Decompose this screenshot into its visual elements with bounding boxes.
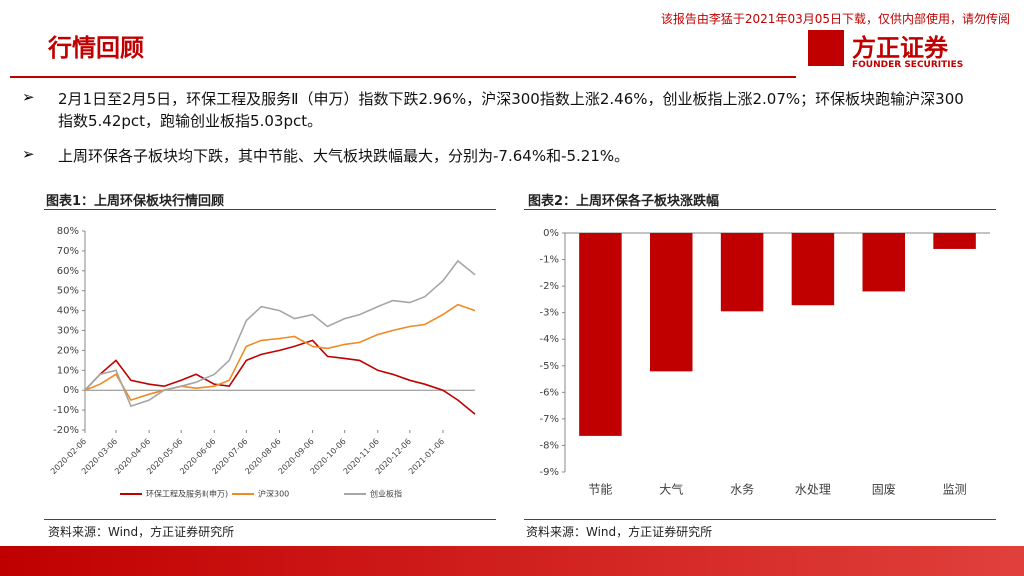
y-tick-label: 40% — [57, 306, 79, 317]
y-tick-label: -20% — [53, 425, 79, 436]
page-title: 行情回顾 — [48, 34, 144, 62]
chart-title: 图表2：上周环保各子板块涨跌幅 — [528, 194, 720, 209]
footer-band — [0, 546, 1024, 576]
x-tick-label: 大气 — [659, 482, 683, 497]
y-tick-label: 70% — [57, 246, 79, 257]
x-tick-label: 2021-01-06 — [407, 437, 446, 476]
y-tick-label: 0% — [63, 385, 79, 396]
bullet: 2月1日至2月5日，环保工程及服务Ⅱ（申万）指数下跌2.96%，沪深300指数上… — [58, 90, 964, 130]
bar — [650, 233, 693, 372]
y-tick-label: -8% — [540, 440, 559, 451]
y-tick-label: -1% — [540, 255, 559, 266]
charts: -20%-10%0%10%20%30%40%50%60%70%80%2020-0… — [49, 226, 990, 499]
series-line — [84, 259, 476, 408]
y-tick-label: 10% — [57, 365, 79, 376]
title-rule — [10, 76, 796, 78]
source: 资料来源：Wind，方正证券研究所 — [526, 525, 713, 539]
bar — [791, 233, 835, 306]
rule — [44, 519, 496, 520]
series-line — [84, 339, 476, 415]
x-tick-label: 节能 — [588, 483, 612, 497]
logo-mark — [808, 30, 844, 66]
bullet-marker: ➢ — [22, 145, 35, 163]
source: 资料来源：Wind，方正证券研究所 — [48, 525, 235, 539]
y-tick-label: -2% — [540, 281, 559, 292]
chart-title: 图表1：上周环保板块行情回顾 — [46, 194, 225, 209]
bullet: 上周环保各子板块均下跌，其中节能、大气板块跌幅最大，分别为-7.64%和-5.2… — [58, 147, 630, 165]
legend-label: 沪深300 — [258, 489, 289, 499]
y-tick-label: -6% — [540, 387, 559, 398]
y-tick-label: -7% — [540, 414, 559, 425]
logo-en: FOUNDER SECURITIES — [852, 60, 964, 70]
y-tick-label: -5% — [540, 361, 559, 372]
y-tick-label: -9% — [540, 467, 559, 478]
y-tick-label: 30% — [57, 326, 79, 337]
bar — [720, 233, 764, 312]
rule — [44, 209, 496, 210]
logo-text: 方正证券 — [852, 34, 948, 62]
y-tick-label: 0% — [543, 228, 559, 239]
rule — [524, 519, 996, 520]
y-tick-label: 60% — [57, 266, 79, 277]
series-line — [84, 303, 476, 402]
rule — [524, 209, 996, 210]
watermark: 该报告由李猛于2021年03月05日下载，仅供内部使用，请勿传阅 — [660, 12, 1010, 26]
x-tick-label: 水处理 — [795, 483, 831, 497]
x-tick-label: 水务 — [730, 482, 754, 497]
y-tick-label: 20% — [57, 345, 79, 356]
bar — [579, 233, 622, 436]
y-tick-label: -3% — [540, 308, 559, 319]
y-tick-label: 80% — [57, 226, 79, 237]
y-tick-label: 50% — [57, 286, 79, 297]
legend-label: 环保工程及服务Ⅱ(申万) — [146, 489, 228, 499]
bullet-marker: ➢ — [22, 88, 35, 106]
x-tick-label: 监测 — [943, 483, 967, 497]
y-tick-label: -10% — [53, 405, 79, 416]
x-tick-label: 固废 — [872, 482, 896, 497]
y-tick-label: -4% — [540, 334, 559, 345]
bar — [862, 233, 905, 292]
bar — [933, 233, 976, 249]
legend-label: 创业板指 — [370, 489, 402, 499]
